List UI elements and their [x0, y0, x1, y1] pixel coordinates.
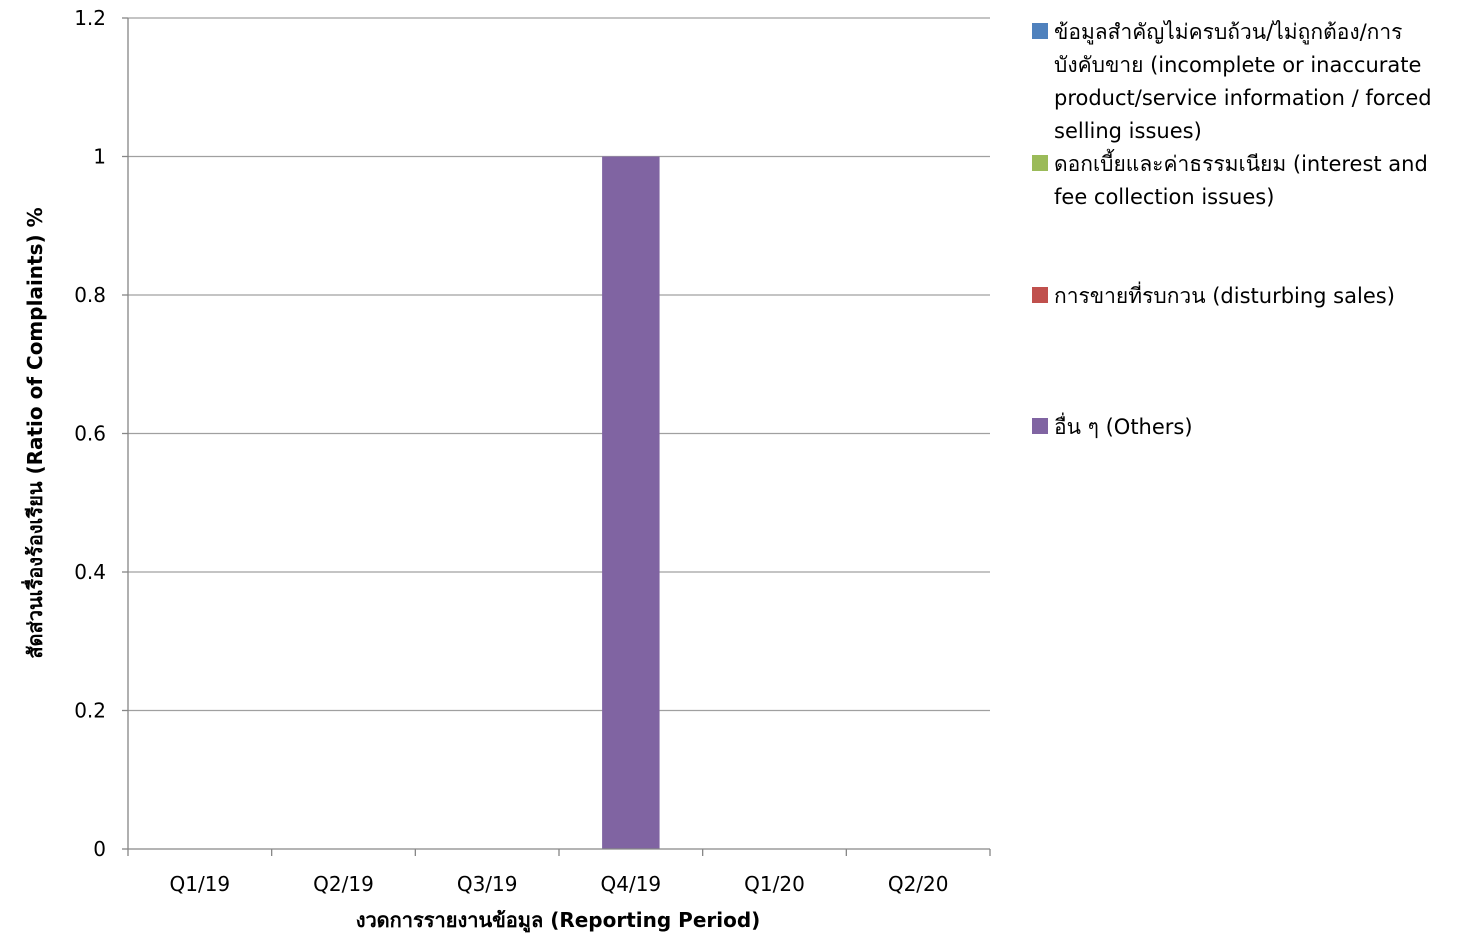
legend-label-line: การขายที่รบกวน (disturbing sales)	[1054, 281, 1395, 308]
legend-label-line: อื่น ๆ (Others)	[1054, 412, 1193, 439]
legend-swatch	[1032, 155, 1048, 171]
bars	[602, 156, 660, 849]
legend-label: การขายที่รบกวน (disturbing sales)	[1054, 281, 1395, 308]
x-axis-title: งวดการรายงานข้อมูล (Reporting Period)	[356, 908, 761, 934]
x-tick-label: Q2/20	[888, 872, 949, 896]
legend-label: ดอกเบี้ยและค่าธรรมเนียม (interest and fee…	[1054, 149, 1428, 209]
y-tick-label: 1.2	[74, 6, 106, 30]
bar	[602, 156, 660, 849]
gridlines	[128, 17, 990, 712]
x-tick-label: Q3/19	[457, 872, 518, 896]
legend-item: การขายที่รบกวน (disturbing sales)	[1032, 281, 1395, 308]
axes	[122, 17, 991, 856]
x-tick-label: Q2/19	[313, 872, 374, 896]
y-tick-label: 0.2	[74, 699, 106, 723]
y-tick-label: 1	[93, 145, 106, 169]
legend-label-line: fee collection issues)	[1054, 185, 1274, 209]
legend-label-line: selling issues)	[1054, 119, 1202, 143]
legend-label-line: ข้อมูลสำคัญไม่ครบถ้วน/ไม่ถูกต้อง/การ	[1054, 20, 1402, 45]
legend-label-line: บังคับขาย (incomplete or inaccurate	[1054, 53, 1421, 77]
x-tick-label: Q1/19	[170, 872, 231, 896]
y-tick-labels: 0 0.2 0.4 0.6 0.8 1 1.2	[74, 6, 106, 861]
legend-swatch	[1032, 418, 1048, 434]
y-tick-label: 0.6	[74, 422, 106, 446]
x-tick-labels: Q1/19 Q2/19 Q3/19 Q4/19 Q1/20 Q2/20	[170, 872, 949, 896]
legend-label-line: product/service information / forced	[1054, 86, 1432, 110]
legend: ข้อมูลสำคัญไม่ครบถ้วน/ไม่ถูกต้อง/การบังค…	[1032, 20, 1432, 439]
y-tick-label: 0	[93, 837, 106, 861]
y-tick-label: 0.4	[74, 560, 106, 584]
legend-label: อื่น ๆ (Others)	[1054, 412, 1193, 439]
legend-item: ข้อมูลสำคัญไม่ครบถ้วน/ไม่ถูกต้อง/การบังค…	[1032, 20, 1432, 143]
y-tick-label: 0.8	[74, 283, 106, 307]
x-tick-label: Q4/19	[601, 872, 662, 896]
legend-label: ข้อมูลสำคัญไม่ครบถ้วน/ไม่ถูกต้อง/การบังค…	[1054, 20, 1432, 143]
legend-item: ดอกเบี้ยและค่าธรรมเนียม (interest and fee…	[1032, 149, 1428, 209]
legend-item: อื่น ๆ (Others)	[1032, 412, 1193, 439]
x-tick-label: Q1/20	[744, 872, 805, 896]
y-axis-title: สัดส่วนเรื่องร้องเรียน (Ratio of Complai…	[20, 207, 47, 658]
legend-label-line: ดอกเบี้ยและค่าธรรมเนียม (interest and	[1054, 149, 1428, 176]
legend-swatch	[1032, 287, 1048, 303]
legend-swatch	[1032, 23, 1048, 39]
